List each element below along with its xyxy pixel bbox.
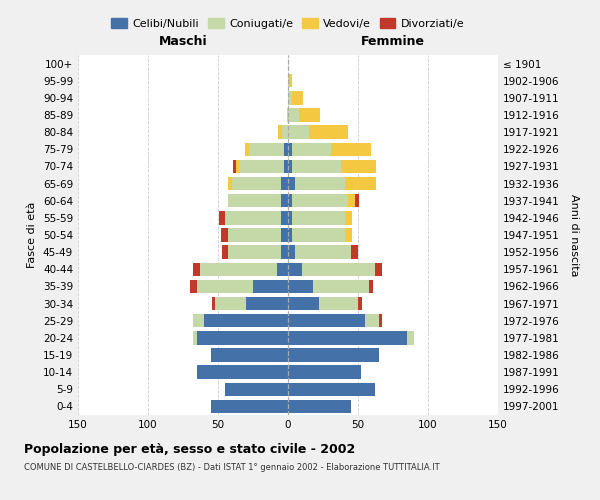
Bar [292, 160, 341, 173]
Bar [288, 246, 295, 259]
Bar [215, 297, 246, 310]
Bar [288, 108, 299, 122]
Text: Femmine: Femmine [361, 35, 425, 48]
Bar [287, 108, 288, 122]
Text: Maschi: Maschi [158, 35, 208, 48]
Y-axis label: Fasce di età: Fasce di età [28, 202, 37, 268]
Bar [346, 211, 352, 224]
Bar [197, 331, 288, 344]
Bar [281, 246, 288, 259]
Bar [249, 142, 284, 156]
Y-axis label: Anni di nascita: Anni di nascita [569, 194, 579, 276]
Bar [284, 142, 288, 156]
Bar [233, 160, 236, 173]
Bar [309, 126, 348, 139]
Bar [246, 297, 288, 310]
Bar [288, 91, 292, 104]
Bar [288, 177, 295, 190]
Bar [239, 160, 284, 173]
Text: Popolazione per età, sesso e stato civile - 2002: Popolazione per età, sesso e stato civil… [24, 442, 355, 456]
Bar [204, 314, 288, 328]
Bar [292, 142, 331, 156]
Bar [348, 194, 355, 207]
Bar [358, 297, 362, 310]
Bar [225, 211, 281, 224]
Bar [228, 177, 232, 190]
Bar [232, 177, 281, 190]
Bar [228, 228, 281, 241]
Bar [245, 142, 249, 156]
Bar [341, 160, 376, 173]
Bar [288, 74, 289, 88]
Bar [200, 262, 277, 276]
Bar [292, 211, 346, 224]
Bar [190, 280, 197, 293]
Bar [355, 194, 359, 207]
Bar [228, 246, 281, 259]
Bar [288, 211, 292, 224]
Bar [288, 194, 292, 207]
Bar [288, 348, 379, 362]
Bar [211, 348, 288, 362]
Bar [212, 297, 215, 310]
Bar [281, 194, 288, 207]
Bar [288, 382, 375, 396]
Bar [288, 126, 309, 139]
Bar [295, 246, 351, 259]
Bar [407, 331, 414, 344]
Bar [193, 262, 200, 276]
Bar [346, 177, 376, 190]
Bar [236, 160, 239, 173]
Bar [302, 262, 375, 276]
Bar [292, 91, 304, 104]
Bar [197, 280, 253, 293]
Bar [379, 314, 382, 328]
Bar [193, 314, 204, 328]
Bar [288, 331, 407, 344]
Bar [299, 108, 320, 122]
Bar [288, 228, 292, 241]
Bar [351, 246, 358, 259]
Legend: Celibi/Nubili, Coniugati/e, Vedovi/e, Divorziati/e: Celibi/Nubili, Coniugati/e, Vedovi/e, Di… [107, 14, 469, 34]
Bar [288, 400, 351, 413]
Bar [289, 74, 292, 88]
Bar [288, 314, 365, 328]
Bar [225, 382, 288, 396]
Bar [288, 142, 292, 156]
Bar [375, 262, 382, 276]
Bar [288, 262, 302, 276]
Bar [292, 194, 348, 207]
Bar [365, 314, 379, 328]
Bar [193, 331, 197, 344]
Bar [281, 177, 288, 190]
Bar [346, 228, 352, 241]
Bar [369, 280, 373, 293]
Bar [288, 297, 319, 310]
Bar [253, 280, 288, 293]
Bar [277, 262, 288, 276]
Bar [284, 160, 288, 173]
Text: COMUNE DI CASTELBELLO-CIARDES (BZ) - Dati ISTAT 1° gennaio 2002 - Elaborazione T: COMUNE DI CASTELBELLO-CIARDES (BZ) - Dat… [24, 462, 440, 471]
Bar [292, 228, 346, 241]
Bar [288, 366, 361, 379]
Bar [288, 280, 313, 293]
Bar [220, 211, 225, 224]
Bar [211, 400, 288, 413]
Bar [313, 280, 369, 293]
Bar [283, 126, 288, 139]
Bar [281, 228, 288, 241]
Bar [228, 194, 281, 207]
Bar [281, 211, 288, 224]
Bar [221, 228, 228, 241]
Bar [222, 246, 228, 259]
Bar [278, 126, 283, 139]
Bar [331, 142, 371, 156]
Bar [295, 177, 346, 190]
Bar [288, 160, 292, 173]
Bar [319, 297, 358, 310]
Bar [197, 366, 288, 379]
